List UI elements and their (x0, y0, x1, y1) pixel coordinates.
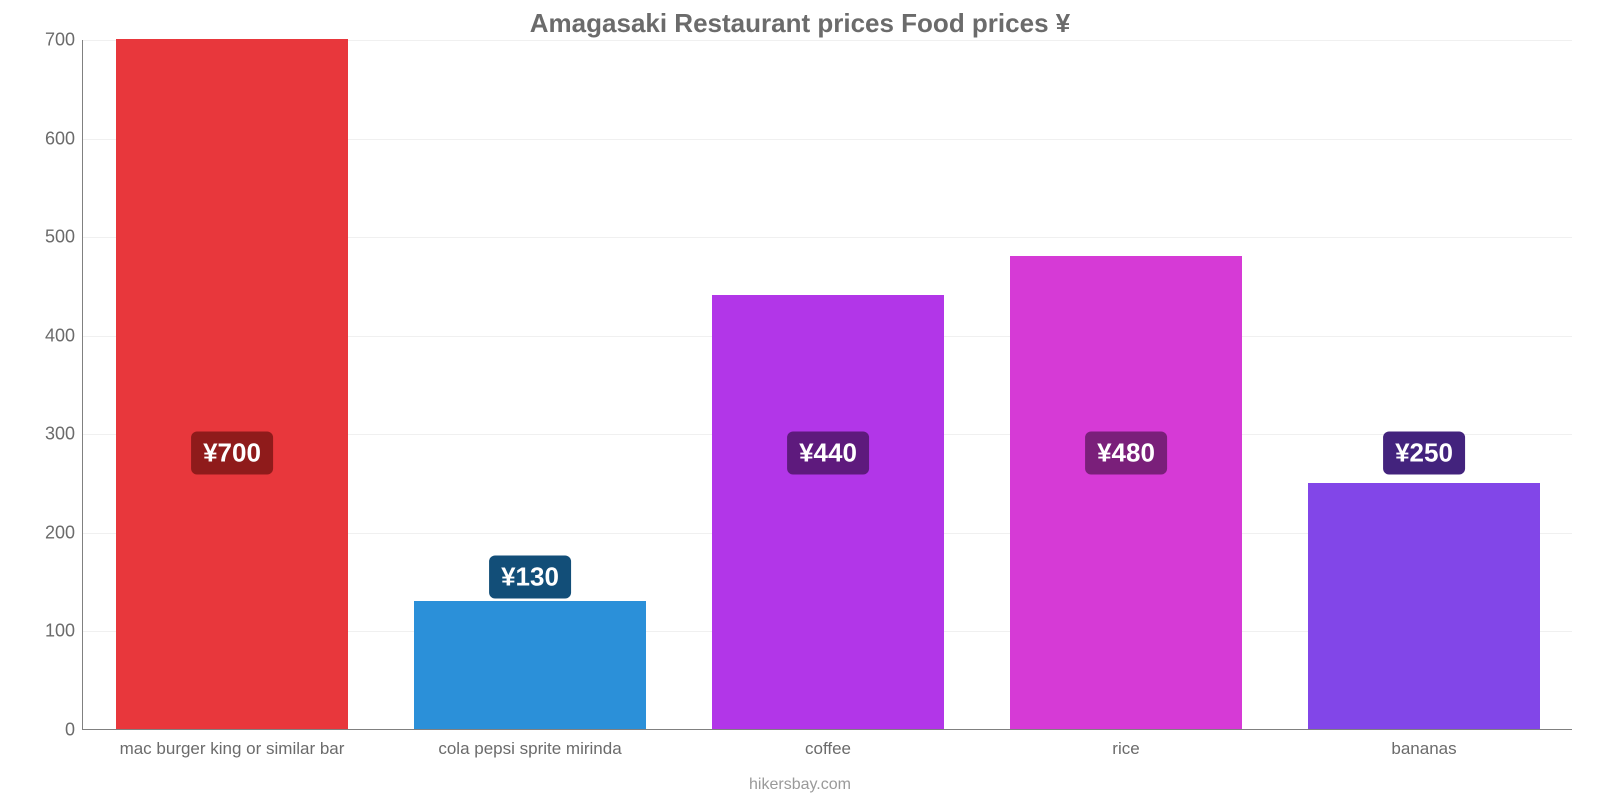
ytick-label: 100 (45, 621, 83, 642)
xtick-label: coffee (805, 729, 851, 759)
bar: ¥130 (414, 601, 646, 729)
ytick-label: 300 (45, 424, 83, 445)
chart-title: Amagasaki Restaurant prices Food prices … (0, 0, 1600, 39)
xtick-label: mac burger king or similar bar (120, 729, 345, 759)
xtick-label: bananas (1391, 729, 1456, 759)
value-badge: ¥700 (191, 432, 273, 475)
bar: ¥700 (116, 39, 348, 729)
footer-credit: hikersbay.com (749, 776, 851, 794)
value-badge: ¥130 (489, 556, 571, 599)
ytick-label: 500 (45, 227, 83, 248)
ytick-label: 400 (45, 325, 83, 346)
plot-area: 0100200300400500600700¥700mac burger kin… (82, 40, 1572, 730)
bar: ¥440 (712, 295, 944, 729)
value-badge: ¥440 (787, 432, 869, 475)
ytick-label: 200 (45, 522, 83, 543)
xtick-label: cola pepsi sprite mirinda (438, 729, 621, 759)
xtick-label: rice (1112, 729, 1139, 759)
value-badge: ¥250 (1383, 432, 1465, 475)
ytick-label: 700 (45, 30, 83, 51)
ytick-label: 0 (65, 720, 83, 741)
bar: ¥250 (1308, 483, 1540, 729)
ytick-label: 600 (45, 128, 83, 149)
value-badge: ¥480 (1085, 432, 1167, 475)
bar: ¥480 (1010, 256, 1242, 729)
